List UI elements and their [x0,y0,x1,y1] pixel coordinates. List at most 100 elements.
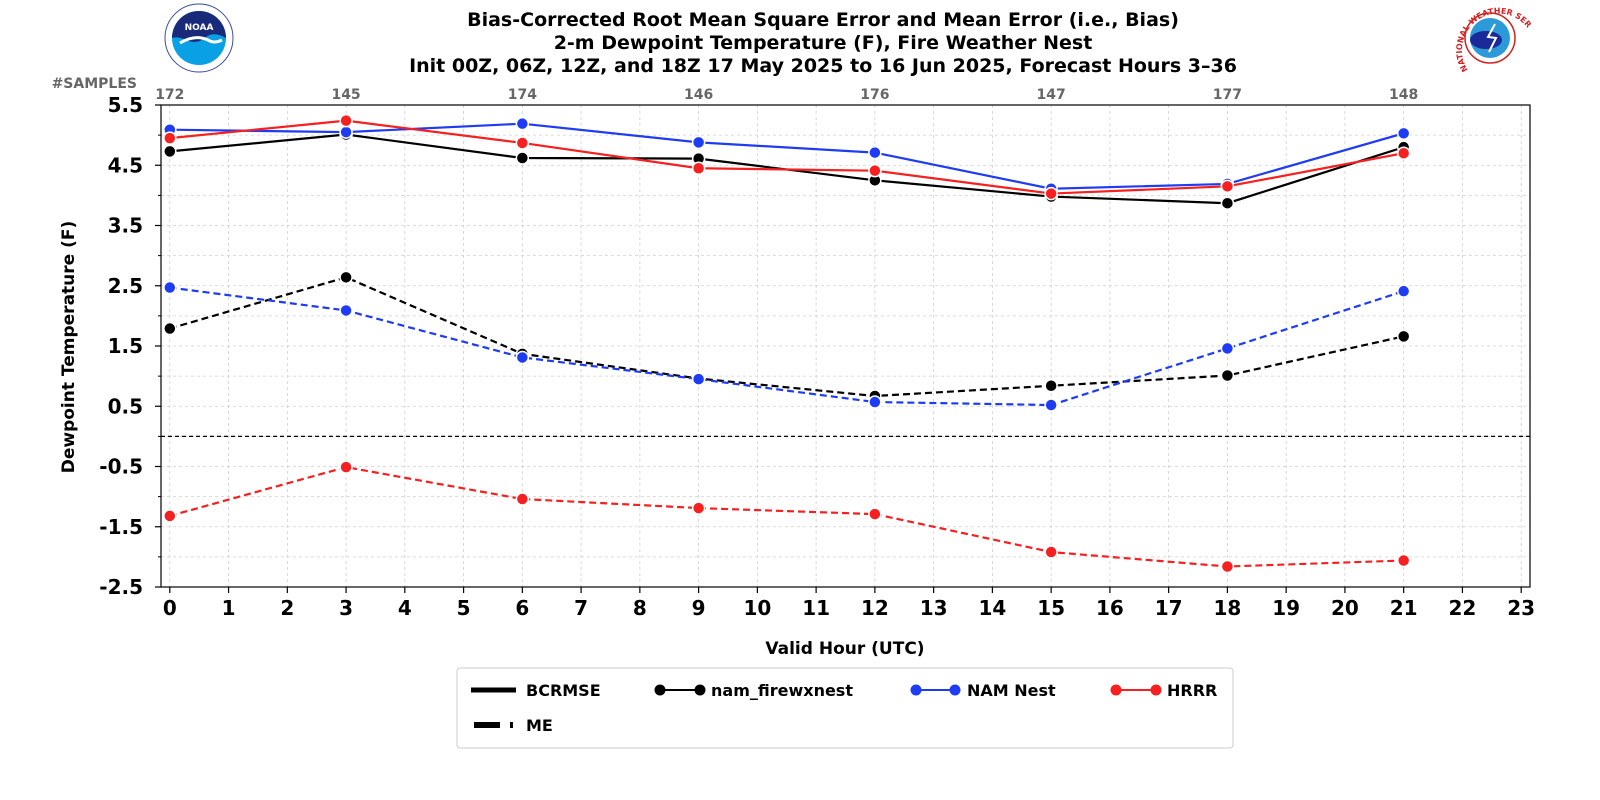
point-nam-nest-me-12 [868,395,882,409]
x-tick-label: 13 [920,596,948,620]
y-axis-label: Dewpoint Temperature (F) [59,221,79,474]
x-tick-label: 8 [633,596,647,620]
x-tick-label: 9 [692,596,706,620]
point-nam-nest-bcrmse-6 [515,116,530,131]
legend-label-nam-firewxnest: nam_firewxnest [711,681,853,700]
legend-box [456,667,1234,749]
legend-item-nam-firewxnest: nam_firewxnest [654,681,853,700]
point-nam-firewxnest-me-0 [163,321,177,336]
point-hrrr-me-18 [1220,559,1235,574]
title-line-2: 2-m Dewpoint Temperature (F), Fire Weath… [554,32,1093,54]
x-tick-label: 0 [163,596,177,620]
legend-item-nam-nest: NAM Nest [910,681,1056,700]
point-nam-firewxnest-me-21 [1396,329,1411,344]
point-hrrr-bcrmse-6 [515,136,530,150]
legend-swatch-marker-hrrr-a [1110,684,1122,696]
x-tick-label: 12 [861,596,889,620]
sample-count: 148 [1389,87,1418,103]
point-nam-nest-me-21 [1396,284,1411,298]
samples-label: #SAMPLES [52,76,137,92]
point-hrrr-me-12 [868,507,882,521]
point-hrrr-me-9 [691,501,706,515]
point-nam-nest-me-0 [163,280,177,295]
point-nam-firewxnest-me-15 [1044,379,1058,393]
y-axis-ticks: 5.5 4.5 3.5 2.5 1.5 0.5 -0.5 -1.5 -2.5 [99,93,161,599]
x-tick-label: 6 [515,596,529,620]
x-tick-label: 15 [1037,596,1065,620]
y-tick-label: -0.5 [99,455,143,479]
y-tick-label: -1.5 [99,515,143,539]
point-hrrr-bcrmse-9 [691,161,706,176]
legend-swatch-marker-nam-firewxnest-b [694,684,706,696]
series-line-hrrr-bcrmse [169,119,1404,195]
chart-title: Bias-Corrected Root Mean Square Error an… [409,9,1237,77]
legend-item-me: ME [474,716,553,735]
sample-count: 177 [1213,87,1242,103]
point-nam-firewxnest-bcrmse-6 [515,151,530,165]
point-nam-nest-bcrmse-9 [691,135,706,150]
point-nam-nest-bcrmse-3 [339,125,353,139]
title-line-1: Bias-Corrected Root Mean Square Error an… [467,9,1179,31]
series-line-hrrr-me [169,465,1404,568]
x-tick-label: 4 [398,596,412,620]
point-hrrr-me-15 [1044,545,1058,559]
noaa-logo-text: NOAA [185,23,214,33]
point-hrrr-bcrmse-18 [1220,179,1235,194]
title-line-3: Init 00Z, 06Z, 12Z, and 18Z 17 May 2025 … [409,55,1237,77]
x-tick-label: 18 [1213,596,1241,620]
y-tick-label: -2.5 [99,575,143,599]
sample-count: 176 [860,87,889,103]
point-nam-firewxnest-me-3 [339,270,353,285]
point-hrrr-me-3 [339,460,353,474]
sample-count: 147 [1037,87,1066,103]
y-tick-label: 1.5 [108,334,143,358]
x-tick-label: 23 [1507,596,1535,620]
point-hrrr-bcrmse-15 [1044,186,1058,201]
legend-swatch-marker-nam-nest-a [910,684,922,696]
x-tick-label: 16 [1096,596,1124,620]
x-axis-ticks: 0 1 2 3 4 5 6 7 8 9 10 11 12 13 14 15 16 17 18 19 20 21 22 23 [163,587,1535,620]
legend-label-hrrr: HRRR [1167,681,1217,700]
y-tick-label: 4.5 [108,153,143,177]
legend: BCRMSE nam_firewxnest NAM Nest HRRR ME [456,667,1234,749]
y-tick-label: 0.5 [108,394,143,418]
point-hrrr-bcrmse-3 [339,113,353,128]
point-nam-nest-me-18 [1220,341,1235,356]
legend-label-nam-nest: NAM Nest [967,681,1056,700]
x-tick-label: 19 [1272,596,1300,620]
point-nam-firewxnest-me-18 [1220,368,1235,383]
point-hrrr-me-0 [163,509,177,523]
series-line-nam-nest-bcrmse [169,122,1404,190]
point-hrrr-bcrmse-0 [163,131,177,145]
x-tick-label: 2 [280,596,294,620]
point-hrrr-bcrmse-12 [868,163,882,178]
point-nam-firewxnest-bcrmse-0 [163,144,177,159]
point-nam-nest-bcrmse-12 [868,145,882,160]
legend-label-bcrmse: BCRMSE [526,681,601,700]
x-tick-label: 7 [574,596,588,620]
x-tick-label: 10 [743,596,771,620]
series-line-nam-firewxnest-me [169,276,1404,398]
legend-label-me: ME [526,716,553,735]
series-layer [163,113,1411,574]
legend-swatch-marker-hrrr-b [1150,684,1162,696]
sample-count: 172 [155,87,184,103]
y-tick-label: 5.5 [108,93,143,117]
x-tick-label: 14 [978,596,1006,620]
point-hrrr-bcrmse-21 [1396,146,1411,160]
x-tick-label: 17 [1155,596,1183,620]
sample-count: 145 [331,87,360,103]
x-tick-label: 20 [1331,596,1359,620]
x-tick-label: 22 [1449,596,1477,620]
point-hrrr-me-21 [1396,553,1411,568]
x-tick-label: 21 [1390,596,1418,620]
x-axis-label: Valid Hour (UTC) [765,639,924,659]
samples-row: 172 145 174 146 176 147 177 148 [155,87,1418,103]
point-nam-firewxnest-bcrmse-18 [1220,196,1235,210]
point-nam-nest-bcrmse-21 [1396,126,1411,141]
point-nam-nest-me-3 [339,303,353,318]
sample-count: 174 [508,87,537,103]
x-tick-label: 5 [457,596,471,620]
point-nam-nest-me-6 [515,350,530,365]
